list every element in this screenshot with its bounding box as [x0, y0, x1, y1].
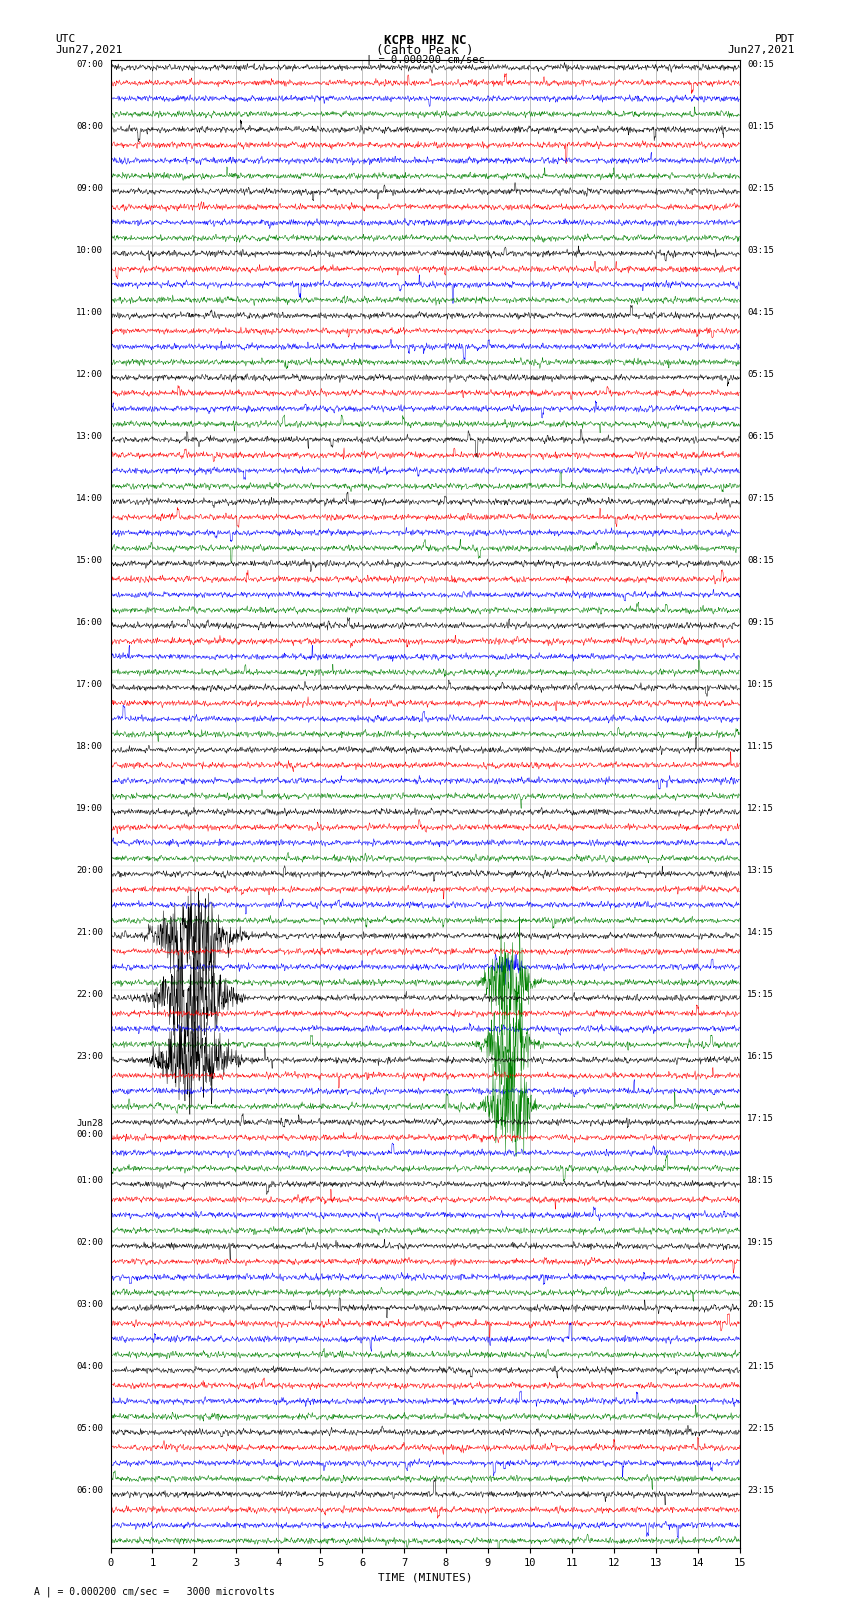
Text: Jun28: Jun28	[76, 1119, 103, 1127]
Text: 05:00: 05:00	[76, 1424, 103, 1434]
Text: | = 0.000200 cm/sec: | = 0.000200 cm/sec	[366, 55, 484, 66]
Text: UTC: UTC	[55, 34, 76, 44]
Text: 10:15: 10:15	[747, 681, 774, 689]
Text: 16:00: 16:00	[76, 618, 103, 627]
Text: 23:00: 23:00	[76, 1052, 103, 1061]
Text: 16:15: 16:15	[747, 1052, 774, 1061]
Text: Jun27,2021: Jun27,2021	[728, 45, 795, 55]
Text: 18:15: 18:15	[747, 1176, 774, 1186]
Text: 17:15: 17:15	[747, 1115, 774, 1123]
Text: Jun27,2021: Jun27,2021	[55, 45, 122, 55]
Text: 02:00: 02:00	[76, 1239, 103, 1247]
Text: 02:15: 02:15	[747, 184, 774, 192]
Text: (Cahto Peak ): (Cahto Peak )	[377, 44, 473, 56]
Text: 12:00: 12:00	[76, 369, 103, 379]
Text: 06:00: 06:00	[76, 1487, 103, 1495]
Text: 07:00: 07:00	[76, 60, 103, 69]
Text: 01:00: 01:00	[76, 1176, 103, 1186]
Text: 07:15: 07:15	[747, 494, 774, 503]
Text: 23:15: 23:15	[747, 1487, 774, 1495]
Text: 08:00: 08:00	[76, 121, 103, 131]
Text: 09:15: 09:15	[747, 618, 774, 627]
Text: 01:15: 01:15	[747, 121, 774, 131]
Text: 20:00: 20:00	[76, 866, 103, 876]
Text: 06:15: 06:15	[747, 432, 774, 440]
Text: 17:00: 17:00	[76, 681, 103, 689]
Text: 04:00: 04:00	[76, 1363, 103, 1371]
Text: 10:00: 10:00	[76, 245, 103, 255]
Text: 20:15: 20:15	[747, 1300, 774, 1310]
X-axis label: TIME (MINUTES): TIME (MINUTES)	[377, 1573, 473, 1582]
Text: 15:00: 15:00	[76, 556, 103, 565]
Text: 12:15: 12:15	[747, 803, 774, 813]
Text: 09:00: 09:00	[76, 184, 103, 192]
Text: 21:15: 21:15	[747, 1363, 774, 1371]
Text: 00:00: 00:00	[76, 1129, 103, 1139]
Text: 14:15: 14:15	[747, 927, 774, 937]
Text: 03:00: 03:00	[76, 1300, 103, 1310]
Text: 15:15: 15:15	[747, 990, 774, 998]
Text: KCPB HHZ NC: KCPB HHZ NC	[383, 34, 467, 47]
Text: PDT: PDT	[774, 34, 795, 44]
Text: 13:00: 13:00	[76, 432, 103, 440]
Text: 14:00: 14:00	[76, 494, 103, 503]
Text: 22:00: 22:00	[76, 990, 103, 998]
Text: 11:15: 11:15	[747, 742, 774, 752]
Text: 18:00: 18:00	[76, 742, 103, 752]
Text: 19:00: 19:00	[76, 803, 103, 813]
Text: 08:15: 08:15	[747, 556, 774, 565]
Text: 05:15: 05:15	[747, 369, 774, 379]
Text: A | = 0.000200 cm/sec =   3000 microvolts: A | = 0.000200 cm/sec = 3000 microvolts	[34, 1586, 275, 1597]
Text: 19:15: 19:15	[747, 1239, 774, 1247]
Text: 21:00: 21:00	[76, 927, 103, 937]
Text: 04:15: 04:15	[747, 308, 774, 316]
Text: 11:00: 11:00	[76, 308, 103, 316]
Text: 22:15: 22:15	[747, 1424, 774, 1434]
Text: 00:15: 00:15	[747, 60, 774, 69]
Text: 13:15: 13:15	[747, 866, 774, 876]
Text: 03:15: 03:15	[747, 245, 774, 255]
